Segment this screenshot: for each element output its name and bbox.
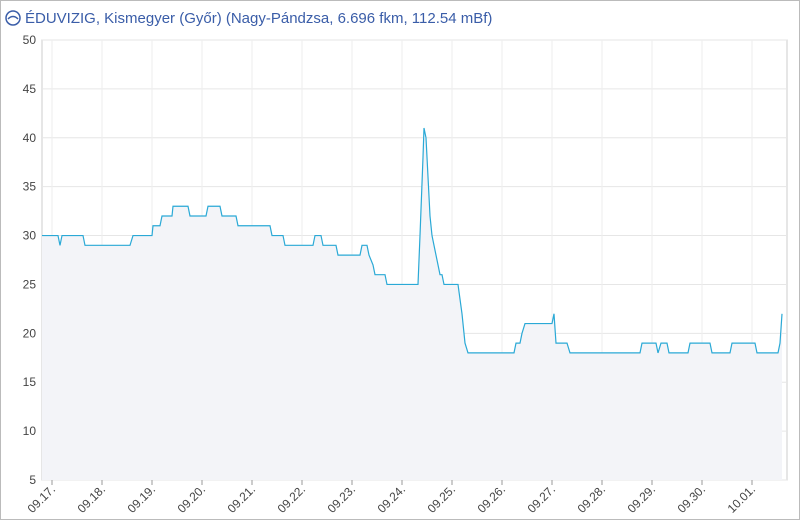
- y-tick-label: 25: [23, 277, 37, 291]
- y-tick-label: 40: [23, 131, 37, 145]
- y-tick-label: 30: [23, 229, 37, 243]
- chart-title: ÉDUVIZIG, Kismegyer (Győr) (Nagy-Pándzsa…: [25, 10, 492, 27]
- line: [42, 127, 783, 354]
- y-tick-label: 50: [23, 33, 37, 47]
- y-tick-label: 45: [23, 82, 37, 96]
- y-tick-label: 5: [29, 473, 36, 487]
- y-tick-label: 20: [23, 326, 37, 340]
- logo: [5, 10, 21, 26]
- y-tick-label: 10: [23, 424, 37, 438]
- y-tick-label: 15: [23, 375, 37, 389]
- logo-wave: [7, 15, 19, 20]
- y-tick-label: 35: [23, 180, 37, 194]
